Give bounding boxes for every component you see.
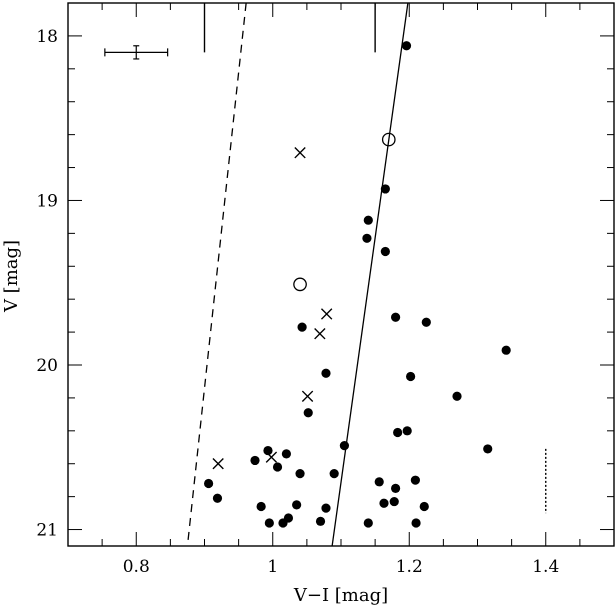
filled-circle-point xyxy=(401,41,412,51)
x-tick-label: 1.4 xyxy=(532,557,559,577)
filled-circle-point xyxy=(263,445,273,456)
filled-circle-point xyxy=(363,215,373,225)
x-tick-labels: 0.8 1 1.2 1.4 xyxy=(123,557,560,577)
filled-circle-point xyxy=(501,345,511,355)
cross-point xyxy=(314,328,326,340)
y-tick-label: 20 xyxy=(36,356,58,376)
filled-circle-point xyxy=(391,312,401,322)
open-circle-point xyxy=(293,277,307,292)
filled-circle-point xyxy=(362,233,372,243)
filled-circle-point xyxy=(295,469,305,479)
filled-circle-point xyxy=(321,368,331,378)
filled-circle-point xyxy=(402,426,412,436)
filled-circle-point xyxy=(380,246,390,257)
cross-point xyxy=(301,390,314,402)
filled-circle-point xyxy=(410,475,420,485)
filled-circle-point xyxy=(264,518,274,528)
filled-circle-point xyxy=(406,371,416,382)
cross-point xyxy=(265,451,278,463)
filled-circle-point xyxy=(329,469,339,479)
filled-circle-point xyxy=(297,322,307,332)
solid-line xyxy=(331,2,409,547)
dashed-line xyxy=(186,2,247,547)
y-tick-label: 18 xyxy=(36,27,58,47)
reference-lines xyxy=(186,2,547,547)
filled-circle-point xyxy=(419,501,429,512)
filled-circle-point xyxy=(389,496,399,507)
filled-circle-point xyxy=(483,444,493,454)
annotations xyxy=(104,3,376,60)
filled-circle-point xyxy=(452,391,462,401)
filled-circle-point xyxy=(321,503,331,513)
filled-circle-point xyxy=(391,483,401,494)
y-tick-label: 21 xyxy=(36,521,58,541)
filled-circle-point xyxy=(212,493,223,503)
filled-circle-point xyxy=(339,441,350,451)
filled-circle-point xyxy=(411,518,421,528)
cross-point xyxy=(320,308,333,320)
filled-circle-point xyxy=(380,184,390,194)
y-tick-labels: 18 19 20 21 xyxy=(36,27,58,541)
filled-circle-point xyxy=(315,516,326,526)
filled-circle-point xyxy=(203,478,214,489)
data-points xyxy=(203,41,511,528)
filled-circle-point xyxy=(374,477,384,487)
plot-frame xyxy=(67,2,615,547)
x-tick-label: 0.8 xyxy=(123,557,150,577)
x-tick-label: 1 xyxy=(267,557,278,577)
axis-ticks xyxy=(67,2,615,546)
filled-circle-point xyxy=(379,498,389,508)
cross-point xyxy=(212,458,224,470)
filled-circle-point xyxy=(393,427,403,438)
x-axis-title: V−I [mag] xyxy=(293,585,388,606)
filled-circle-point xyxy=(363,518,373,528)
filled-circle-point xyxy=(278,518,288,528)
filled-circle-point xyxy=(303,408,313,418)
filled-circle-point xyxy=(250,455,260,466)
x-tick-label: 1.2 xyxy=(396,557,423,577)
filled-circle-point xyxy=(281,449,291,459)
filled-circle-point xyxy=(421,317,431,327)
cross-point xyxy=(294,147,306,159)
y-axis-title: V [mag] xyxy=(1,240,22,313)
y-tick-label: 19 xyxy=(36,191,58,211)
filled-circle-point xyxy=(272,462,283,472)
filled-circle-point xyxy=(256,501,266,512)
filled-circle-point xyxy=(292,500,302,510)
open-circle-point xyxy=(381,132,396,147)
